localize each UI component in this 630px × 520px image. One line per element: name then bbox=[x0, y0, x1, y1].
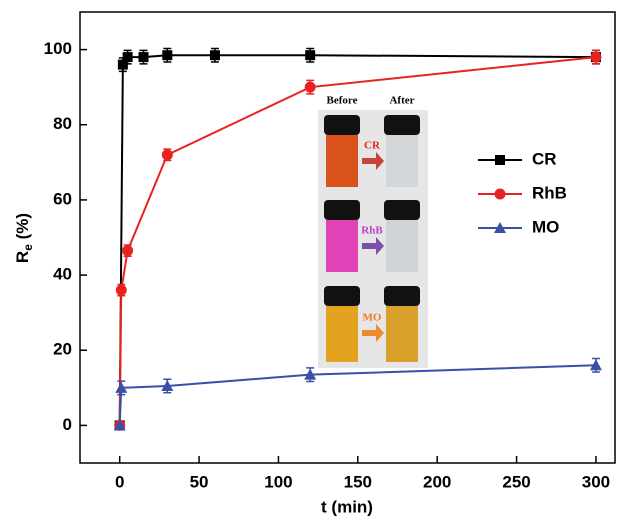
legend-marker bbox=[495, 155, 505, 165]
x-tick-label: 250 bbox=[502, 472, 530, 491]
marker bbox=[122, 245, 134, 257]
marker bbox=[122, 52, 133, 63]
y-tick-label: 60 bbox=[53, 189, 72, 208]
marker bbox=[161, 149, 173, 161]
y-title-main: R bbox=[13, 251, 32, 263]
x-tick-label: 300 bbox=[582, 472, 610, 491]
inset-photo: Before After CR RhB MO bbox=[318, 95, 428, 368]
inset-label: RhB bbox=[361, 225, 383, 237]
marker bbox=[209, 50, 220, 61]
marker bbox=[589, 359, 602, 371]
y-tick-label: 40 bbox=[53, 265, 72, 284]
x-tick-label: 150 bbox=[344, 472, 372, 491]
marker bbox=[115, 284, 127, 296]
plot-frame bbox=[79, 11, 616, 464]
marker bbox=[304, 368, 317, 380]
y-title-unit: (%) bbox=[13, 213, 32, 244]
legend-marker bbox=[494, 188, 506, 200]
marker bbox=[305, 50, 316, 61]
x-tick-label: 100 bbox=[264, 472, 292, 491]
marker bbox=[161, 379, 174, 391]
legend-label: CR bbox=[532, 149, 557, 168]
legend-label: RhB bbox=[532, 183, 567, 202]
series-line bbox=[118, 364, 596, 426]
y-tick-label: 0 bbox=[63, 415, 72, 434]
inset-after: After bbox=[389, 95, 414, 107]
legend-marker bbox=[494, 222, 506, 233]
y-title-sub: e bbox=[21, 244, 35, 251]
marker bbox=[590, 51, 602, 63]
marker bbox=[138, 52, 149, 63]
marker bbox=[113, 419, 126, 431]
x-axis-title: t (min) bbox=[321, 497, 373, 516]
y-axis-title: Re (%) bbox=[13, 213, 35, 263]
vials-row bbox=[324, 115, 420, 187]
series-line bbox=[118, 56, 597, 426]
y-tick-label: 100 bbox=[44, 39, 72, 58]
x-tick-label: 200 bbox=[423, 472, 451, 491]
inset-label: MO bbox=[363, 312, 382, 324]
x-tick-label: 50 bbox=[190, 472, 209, 491]
vials-row bbox=[324, 200, 420, 272]
marker bbox=[117, 59, 128, 70]
y-tick-label: 20 bbox=[53, 340, 72, 359]
y-tick-label: 80 bbox=[53, 114, 72, 133]
x-tick-label: 0 bbox=[115, 472, 124, 491]
vials-row bbox=[324, 286, 420, 362]
marker bbox=[304, 81, 316, 93]
inset-before: Before bbox=[327, 95, 358, 107]
legend-label: MO bbox=[532, 217, 559, 236]
marker bbox=[162, 50, 173, 61]
marker bbox=[115, 381, 128, 393]
inset-label: CR bbox=[364, 140, 381, 152]
